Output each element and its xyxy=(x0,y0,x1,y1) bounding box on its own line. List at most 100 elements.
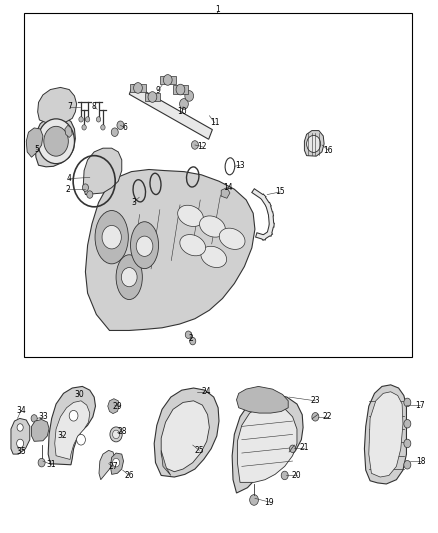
Text: 3: 3 xyxy=(131,198,136,207)
Text: 22: 22 xyxy=(323,413,332,421)
Polygon shape xyxy=(237,386,288,413)
Polygon shape xyxy=(38,87,77,124)
Circle shape xyxy=(44,126,68,156)
Polygon shape xyxy=(85,169,255,330)
Polygon shape xyxy=(154,388,219,477)
Text: 4: 4 xyxy=(67,174,72,183)
Text: 2: 2 xyxy=(188,334,193,343)
Text: 5: 5 xyxy=(34,145,39,154)
Polygon shape xyxy=(48,386,95,465)
Polygon shape xyxy=(83,148,122,195)
Ellipse shape xyxy=(131,222,159,269)
Polygon shape xyxy=(173,85,188,94)
Polygon shape xyxy=(130,84,146,92)
Circle shape xyxy=(307,135,321,152)
Text: 21: 21 xyxy=(300,443,309,452)
Polygon shape xyxy=(161,401,209,472)
Text: 23: 23 xyxy=(311,397,320,405)
Circle shape xyxy=(180,99,188,109)
Ellipse shape xyxy=(201,246,226,268)
Text: 34: 34 xyxy=(16,406,26,415)
Polygon shape xyxy=(99,450,115,480)
Text: 8: 8 xyxy=(92,102,96,111)
Text: 14: 14 xyxy=(223,183,233,192)
Circle shape xyxy=(82,184,88,191)
Text: 12: 12 xyxy=(198,142,207,151)
Text: 13: 13 xyxy=(235,161,245,169)
Text: 1: 1 xyxy=(215,5,220,14)
Polygon shape xyxy=(55,401,90,459)
Circle shape xyxy=(250,495,258,505)
Circle shape xyxy=(190,337,196,345)
Circle shape xyxy=(85,117,90,122)
Text: 2: 2 xyxy=(66,185,70,193)
Text: 35: 35 xyxy=(16,447,26,456)
Circle shape xyxy=(404,461,411,469)
Ellipse shape xyxy=(95,211,128,264)
Circle shape xyxy=(77,434,85,445)
Polygon shape xyxy=(108,399,119,414)
Circle shape xyxy=(404,439,411,448)
Circle shape xyxy=(185,91,194,101)
Text: 11: 11 xyxy=(210,118,219,127)
Circle shape xyxy=(82,125,86,130)
Circle shape xyxy=(17,439,24,448)
Text: 17: 17 xyxy=(416,401,425,409)
Circle shape xyxy=(113,430,120,439)
Circle shape xyxy=(17,424,23,431)
Text: 27: 27 xyxy=(108,462,118,471)
Circle shape xyxy=(134,83,142,93)
Circle shape xyxy=(136,236,153,256)
Polygon shape xyxy=(221,188,230,198)
Circle shape xyxy=(101,125,105,130)
Circle shape xyxy=(79,117,83,122)
Polygon shape xyxy=(364,385,406,484)
Polygon shape xyxy=(26,128,43,157)
Text: 26: 26 xyxy=(124,471,134,480)
Polygon shape xyxy=(304,131,324,156)
Circle shape xyxy=(113,458,120,467)
Polygon shape xyxy=(237,404,297,482)
Text: 25: 25 xyxy=(194,446,204,455)
Polygon shape xyxy=(161,450,171,475)
Circle shape xyxy=(117,121,124,130)
Polygon shape xyxy=(35,116,75,167)
Text: 30: 30 xyxy=(75,390,85,399)
Text: 15: 15 xyxy=(276,188,285,196)
Text: 18: 18 xyxy=(416,457,425,465)
Ellipse shape xyxy=(116,255,142,300)
Circle shape xyxy=(69,410,78,421)
Circle shape xyxy=(290,445,296,453)
Polygon shape xyxy=(65,125,72,138)
Polygon shape xyxy=(11,418,30,454)
Ellipse shape xyxy=(219,228,245,249)
Circle shape xyxy=(404,419,411,428)
Polygon shape xyxy=(160,76,176,84)
Text: 33: 33 xyxy=(38,413,48,421)
Text: 29: 29 xyxy=(113,402,122,410)
Polygon shape xyxy=(232,394,303,493)
Circle shape xyxy=(38,458,45,467)
Circle shape xyxy=(121,268,137,287)
Text: 10: 10 xyxy=(177,108,187,116)
Polygon shape xyxy=(129,85,212,139)
Circle shape xyxy=(38,119,74,164)
Text: 6: 6 xyxy=(122,124,127,132)
Circle shape xyxy=(312,413,319,421)
Text: 16: 16 xyxy=(324,146,333,155)
Circle shape xyxy=(111,128,118,136)
Circle shape xyxy=(281,471,288,480)
Text: 28: 28 xyxy=(117,427,127,436)
Text: 24: 24 xyxy=(201,387,211,396)
Text: 20: 20 xyxy=(292,471,301,480)
Polygon shape xyxy=(110,453,124,474)
Polygon shape xyxy=(32,419,49,441)
Ellipse shape xyxy=(178,205,203,227)
Text: 32: 32 xyxy=(58,431,67,440)
Circle shape xyxy=(176,84,185,95)
Circle shape xyxy=(185,331,191,338)
Circle shape xyxy=(102,225,121,249)
Circle shape xyxy=(96,117,101,122)
Text: 7: 7 xyxy=(67,102,73,111)
Circle shape xyxy=(148,92,157,102)
